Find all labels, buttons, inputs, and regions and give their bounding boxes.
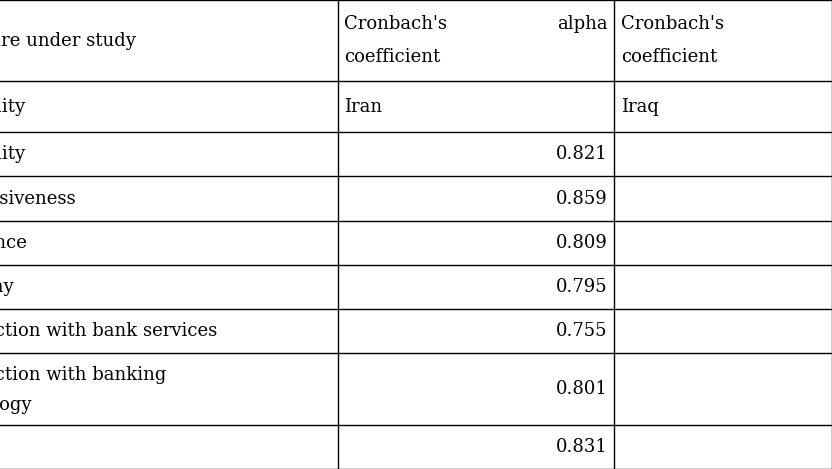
Text: Reliability: Reliability	[0, 145, 25, 163]
Text: Reliability: Reliability	[0, 98, 25, 116]
Text: Cronbach's: Cronbach's	[344, 15, 448, 33]
Text: Iraq: Iraq	[621, 98, 659, 116]
Text: Satisfaction with bank services: Satisfaction with bank services	[0, 322, 217, 340]
Text: Responsiveness: Responsiveness	[0, 189, 76, 207]
Text: Empathy: Empathy	[0, 278, 13, 296]
Text: 0.831: 0.831	[556, 438, 607, 456]
Text: alpha: alpha	[557, 15, 607, 33]
Text: 0.859: 0.859	[556, 189, 607, 207]
Text: Structure under study: Structure under study	[0, 31, 136, 50]
Text: coefficient: coefficient	[344, 48, 441, 66]
Text: 0.809: 0.809	[556, 234, 607, 252]
Text: technology: technology	[0, 396, 32, 414]
Text: coefficient: coefficient	[621, 48, 717, 66]
Text: Assurance: Assurance	[0, 234, 27, 252]
Text: Cronbach's: Cronbach's	[621, 15, 724, 33]
Text: 0.795: 0.795	[556, 278, 607, 296]
Text: 0.801: 0.801	[556, 380, 607, 398]
Text: 0.755: 0.755	[557, 322, 607, 340]
Text: Satisfaction with banking: Satisfaction with banking	[0, 365, 166, 384]
Text: Iran: Iran	[344, 98, 383, 116]
Text: 0.821: 0.821	[556, 145, 607, 163]
